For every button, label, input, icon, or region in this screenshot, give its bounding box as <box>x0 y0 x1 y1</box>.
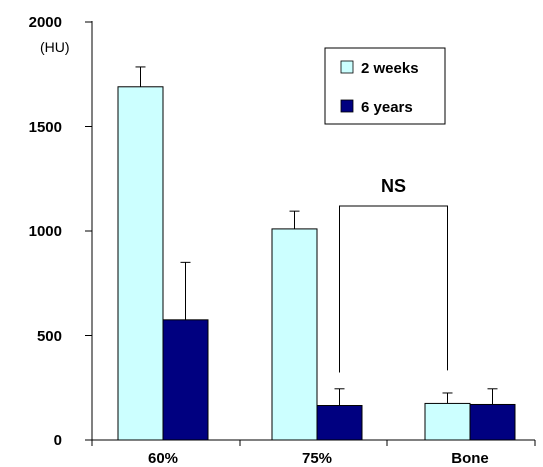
legend-swatch-2-weeks <box>340 60 354 74</box>
y-ticks: 0 500 1000 1500 2000 (HU) <box>29 14 92 449</box>
error-bars <box>135 66 498 406</box>
bar-2-weeks-75pct <box>271 228 318 441</box>
bars <box>117 86 516 441</box>
category-label-bone: Bone <box>451 450 489 467</box>
bar-6-years-60pct <box>162 319 209 441</box>
legend-label-6-years: 6 years <box>361 99 413 116</box>
ns-bracket <box>339 205 448 373</box>
y-tick-label-1000: 1000 <box>29 223 62 240</box>
y-tick-label-500: 500 <box>37 328 62 345</box>
bar-6-years-bone <box>469 403 516 441</box>
ns-label: NS <box>381 176 406 196</box>
legend-label-2-weeks: 2 weeks <box>361 60 419 77</box>
y-axis-unit: (HU) <box>40 39 70 55</box>
ns-annotation: NS <box>339 176 448 373</box>
y-tick-label-2000: 2000 <box>29 14 62 31</box>
legend: 2 weeks 6 years <box>324 47 446 125</box>
category-label-75pct: 75% <box>302 450 332 467</box>
category-labels: 60% 75% Bone <box>148 450 489 467</box>
bar-2-weeks-bone <box>424 402 471 441</box>
bar-2-weeks-60pct <box>117 86 164 441</box>
bar-6-years-75pct <box>316 405 363 441</box>
y-tick-label-0: 0 <box>54 432 62 449</box>
x-ticks <box>91 440 536 446</box>
y-tick-label-1500: 1500 <box>29 119 62 136</box>
legend-swatch-6-years <box>340 99 354 113</box>
category-label-60pct: 60% <box>148 450 178 467</box>
